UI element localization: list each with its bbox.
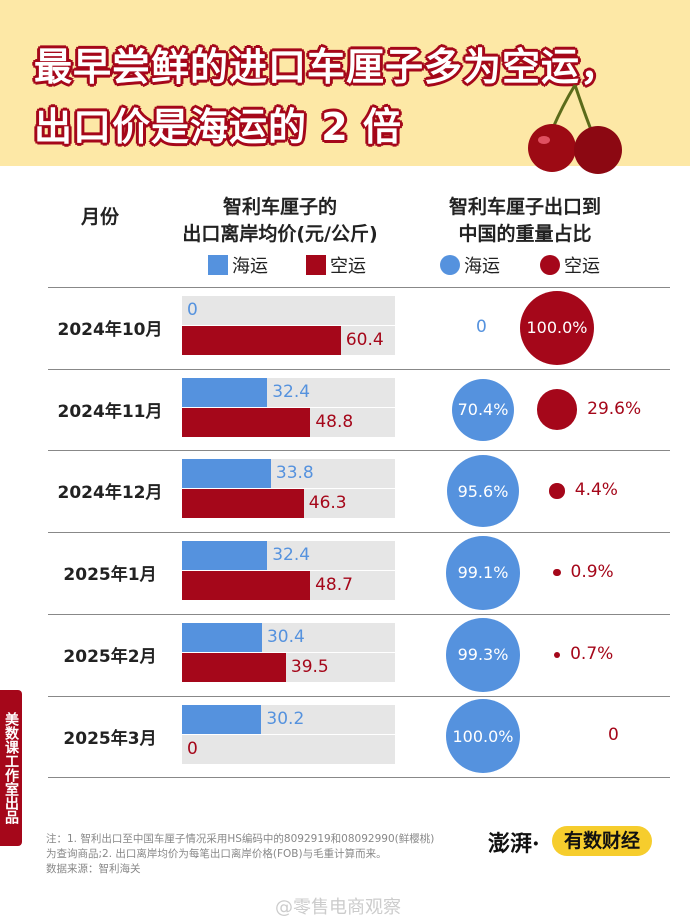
- separator: [48, 695, 670, 697]
- month-label: 2024年11月: [57, 401, 163, 422]
- share-circle-air: 100.0%: [520, 290, 594, 365]
- price-value-sea: 30.4: [266, 626, 305, 647]
- legend-price-sea: 海运: [208, 252, 268, 278]
- share-header-line1: 智利车厘子出口到: [448, 196, 601, 218]
- legend-share-air: 空运: [540, 252, 600, 278]
- side-tag: 美数课工作室出品: [0, 690, 22, 846]
- share-circle-sea: 70.4%: [451, 378, 515, 441]
- legend-price-air: 空运: [306, 252, 366, 278]
- month-label: 2025年3月: [63, 728, 157, 749]
- month-label: 2024年12月: [57, 483, 163, 504]
- month-label: 2025年2月: [63, 646, 157, 667]
- share-label-air: 0: [608, 725, 619, 746]
- price-value-air: 48.7: [315, 575, 353, 596]
- column-header-share: 智利车厘子出口到 中国的重量占比: [420, 194, 630, 248]
- share-circle-air: [553, 651, 561, 658]
- watermark: @零售电商观察: [275, 897, 401, 918]
- share-header-line2: 中国的重量占比: [458, 223, 592, 245]
- price-value-air: 46.3: [308, 493, 347, 514]
- price-bar-air: [182, 571, 311, 601]
- separator: [48, 450, 670, 452]
- price-header-line2: 出口离岸均价(元/公斤): [182, 223, 378, 245]
- legend-dot-air: [540, 255, 560, 275]
- price-bar-air: [182, 407, 311, 437]
- youshu-logo: 有数财经: [552, 826, 652, 856]
- price-bar-air: [182, 489, 304, 519]
- legend-label: 空运: [564, 256, 600, 277]
- price-bar-sea: [182, 704, 262, 734]
- legend-square-sea: [208, 255, 228, 275]
- price-bar-sea: [182, 377, 268, 407]
- price-bar-air: [182, 652, 286, 682]
- share-label-sea: 0: [476, 316, 487, 337]
- column-header-month: 月份: [80, 206, 119, 228]
- share-circle-sea: 99.3%: [446, 617, 520, 692]
- note-line-1: 注：1. 智利出口至中国车厘子情况采用HS编码中的8092919和0809299…: [46, 833, 435, 845]
- data-source: 数据来源：智利海关: [46, 863, 141, 875]
- price-value-sea: 32.4: [272, 381, 311, 402]
- share-label-air: 4.4%: [574, 480, 618, 501]
- legend-share-sea: 海运: [440, 252, 500, 278]
- separator: [48, 613, 670, 615]
- share-label-air: 0.7%: [570, 643, 614, 664]
- price-bar-air: [182, 326, 341, 355]
- share-circle-sea: 99.1%: [446, 536, 520, 610]
- price-value-sea: 0: [187, 300, 198, 320]
- price-value-sea: 33.8: [275, 463, 314, 484]
- price-bar-sea: [182, 459, 271, 489]
- separator: [48, 532, 670, 534]
- title-line-1: 最早尝鲜的进口车厘子多为空运，: [34, 45, 620, 89]
- price-value-air: 60.4: [345, 330, 384, 350]
- legend-label: 海运: [464, 256, 500, 277]
- share-circle-sea: 95.6%: [446, 455, 520, 528]
- share-circle-air: [536, 389, 578, 430]
- cherry-icon: [528, 84, 622, 174]
- legend-label: 海运: [232, 256, 268, 277]
- share-label-air: 29.6%: [587, 398, 642, 419]
- note-line-2: 为查询商品;2. 出口离岸均价为每笔出口离岸价格(FOB)与毛重计算而来。: [46, 848, 387, 860]
- separator: [48, 368, 670, 370]
- share-circle-air: [553, 569, 561, 577]
- price-value-air: 48.8: [315, 411, 354, 432]
- month-label: 2024年10月: [57, 320, 163, 340]
- separator: [48, 287, 670, 288]
- price-value-air: 0: [187, 738, 198, 759]
- price-bar-sea: [182, 541, 268, 571]
- price-header-line1: 智利车厘子的: [222, 196, 337, 218]
- share-label-air: 0.9%: [570, 561, 614, 582]
- price-value-sea: 32.4: [272, 545, 311, 566]
- bar-track: [182, 296, 395, 325]
- header-banner: 最早尝鲜的进口车厘子多为空运， 出口价是海运的 2 倍: [0, 0, 690, 174]
- column-header-price: 智利车厘子的 出口离岸均价(元/公斤): [160, 194, 400, 248]
- separator: [48, 777, 670, 779]
- share-circle-sea: 100.0%: [446, 699, 520, 774]
- legend-dot-sea: [440, 255, 460, 275]
- share-circle-air: [549, 483, 565, 499]
- title-line-2: 出口价是海运的 2 倍: [34, 105, 402, 149]
- price-value-sea: 30.2: [266, 708, 305, 729]
- bar-track: [182, 734, 395, 764]
- legend-label: 空运: [330, 256, 366, 277]
- thepaper-logo: 澎湃·: [488, 831, 540, 857]
- footer-note: 注：1. 智利出口至中国车厘子情况采用HS编码中的8092919和0809299…: [46, 832, 466, 877]
- price-value-air: 39.5: [290, 656, 329, 677]
- month-label: 2025年1月: [63, 565, 157, 586]
- legend-square-air: [306, 255, 326, 275]
- price-bar-sea: [182, 622, 262, 652]
